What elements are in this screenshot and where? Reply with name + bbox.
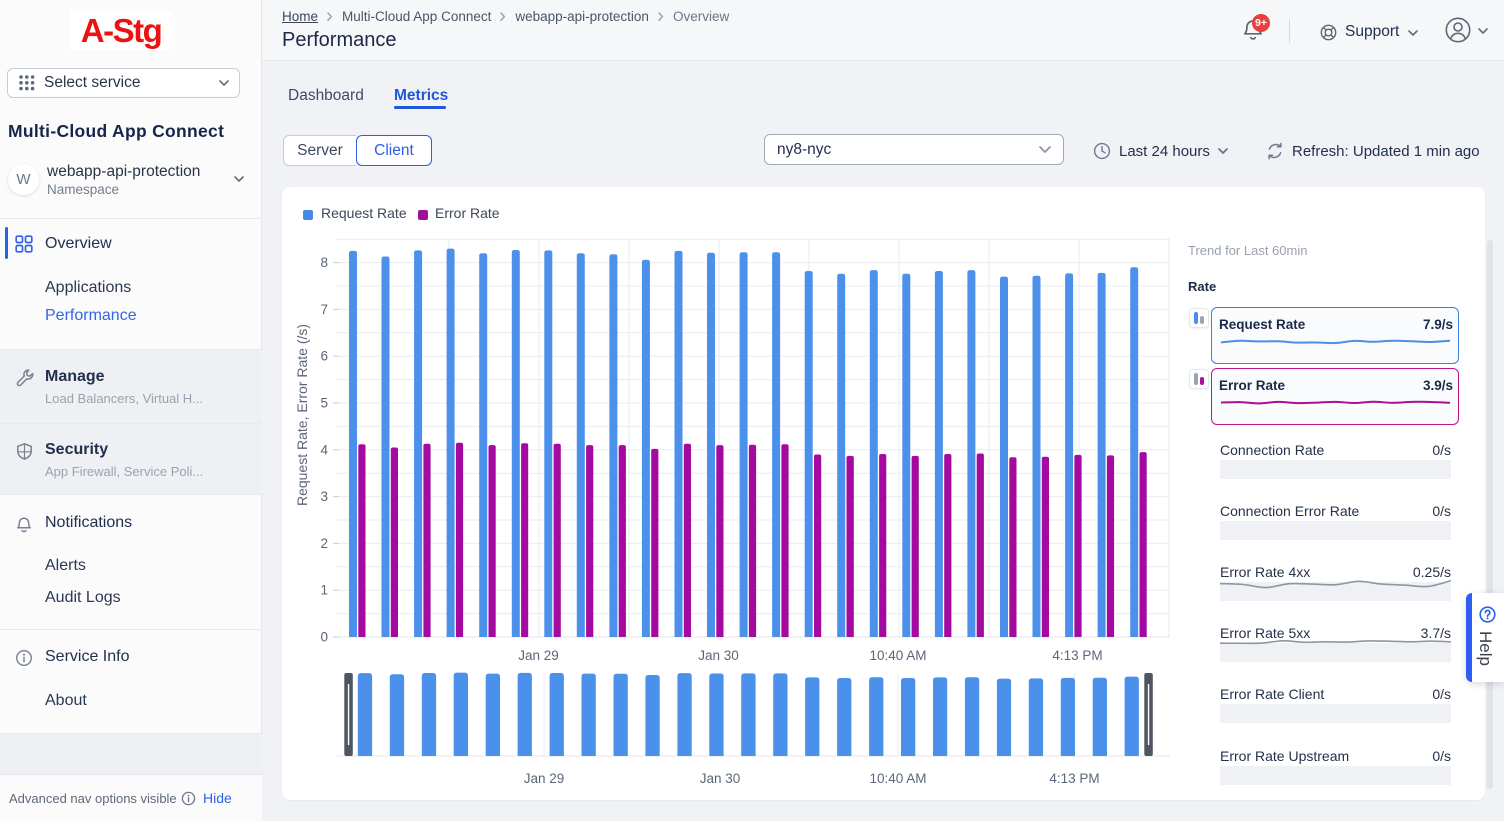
svg-text:3: 3 [320, 489, 328, 504]
svg-text:8: 8 [320, 255, 328, 270]
svg-text:Jan 30: Jan 30 [698, 648, 739, 663]
svg-text:10:40 AM: 10:40 AM [869, 648, 926, 663]
svg-text:Jan 29: Jan 29 [524, 771, 565, 786]
svg-text:0: 0 [320, 630, 328, 645]
svg-text:Jan 30: Jan 30 [700, 771, 741, 786]
svg-text:5: 5 [320, 396, 328, 411]
svg-text:Request Rate, Error Rate (/s): Request Rate, Error Rate (/s) [294, 324, 310, 506]
svg-text:6: 6 [320, 349, 328, 364]
svg-text:4:13 PM: 4:13 PM [1049, 771, 1099, 786]
svg-text:4: 4 [320, 442, 328, 457]
svg-text:7: 7 [320, 302, 328, 317]
svg-text:4:13 PM: 4:13 PM [1052, 648, 1102, 663]
svg-text:10:40 AM: 10:40 AM [869, 771, 926, 786]
svg-text:2: 2 [320, 536, 328, 551]
svg-text:1: 1 [320, 583, 328, 598]
svg-text:Jan 29: Jan 29 [518, 648, 559, 663]
